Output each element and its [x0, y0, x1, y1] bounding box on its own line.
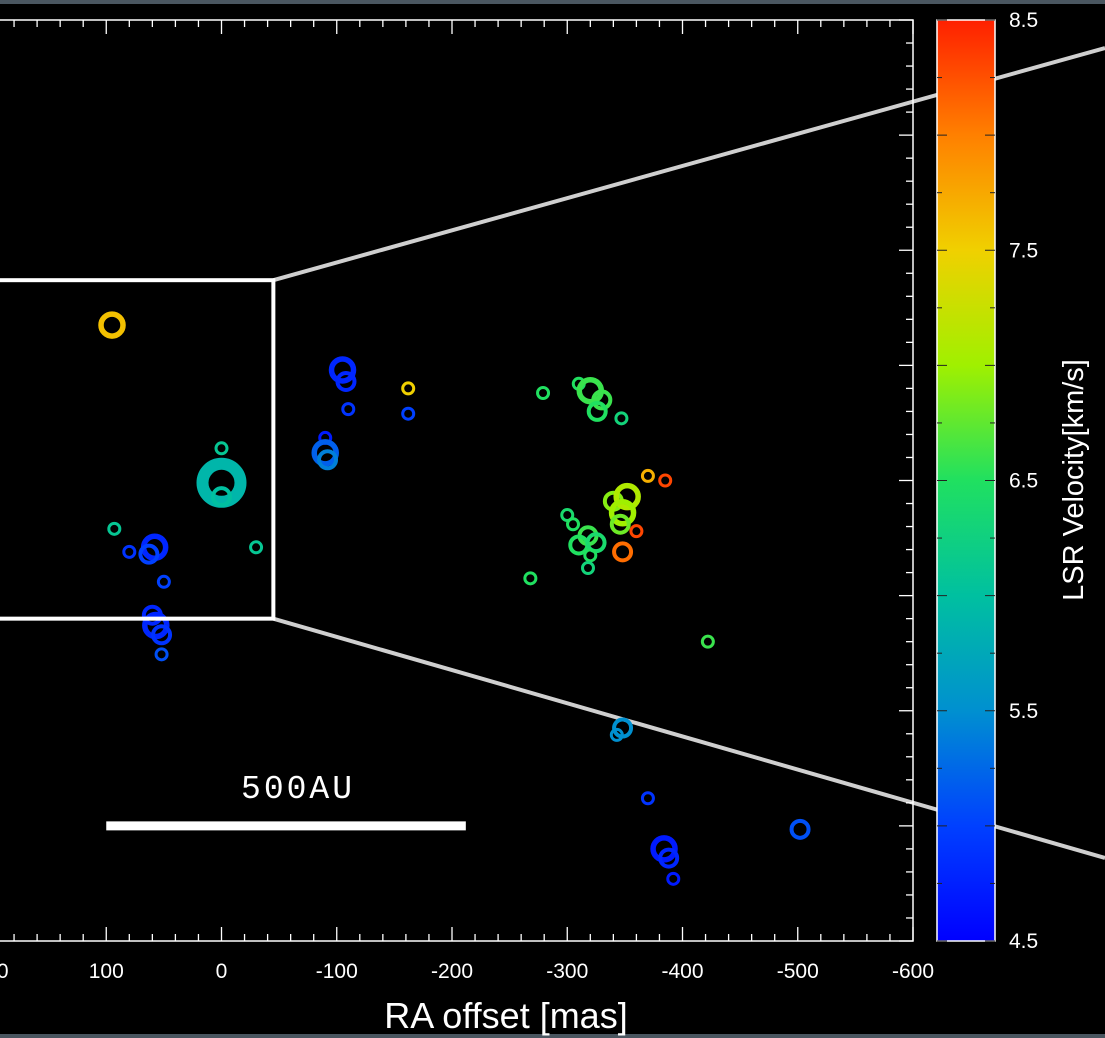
- maser-spots: [98, 311, 811, 886]
- colorbar-tick-label: 4.5: [1009, 930, 1038, 953]
- maser-spot: [156, 574, 171, 589]
- zoom-box: [0, 278, 276, 621]
- x-tick-label: -500: [777, 960, 819, 983]
- maser-spot: [214, 441, 229, 456]
- maser-spot: [341, 402, 356, 417]
- maser-spot: [566, 517, 581, 532]
- maser-spot: [585, 532, 607, 554]
- maser-spot: [640, 468, 655, 483]
- maser-spot: [335, 370, 357, 392]
- scale-bar: 500AU: [106, 771, 466, 831]
- x-tick-label: 200: [0, 960, 9, 983]
- x-axis-title: RA offset [mas]: [384, 995, 627, 1036]
- colorbar-ticks: 4.5 5.5 6.5 7.5 8.5: [937, 9, 1038, 953]
- maser-spot: [583, 548, 598, 563]
- maser-spot: [666, 871, 681, 886]
- maser-spot: [249, 540, 264, 555]
- colorbar-tick-label: 6.5: [1009, 470, 1038, 493]
- maser-spot: [154, 647, 169, 662]
- maser-spot: [612, 541, 634, 563]
- maser-spot: [609, 727, 624, 742]
- maser-spot: [401, 406, 416, 421]
- maser-spot: [608, 498, 637, 527]
- x-tick-label: -100: [316, 960, 358, 983]
- maser-spot: [401, 381, 416, 396]
- zoom-box-rect: [0, 278, 276, 621]
- plot-border: [0, 19, 914, 942]
- x-tick-label: 100: [89, 960, 124, 983]
- x-tick-label: -600: [892, 960, 934, 983]
- colorbar-tick-label: 8.5: [1009, 9, 1038, 32]
- colorbar-title: LSR Velocity[km/s]: [1058, 359, 1090, 601]
- x-tick-label: 0: [216, 960, 228, 983]
- maser-spot: [658, 473, 673, 488]
- x-axis-ticks: 200 100 0 -100 -200 -300 -400 -500 -600: [0, 19, 934, 983]
- maser-spot: [107, 521, 122, 536]
- maser-spot: [658, 847, 680, 869]
- maser-spot: [311, 439, 339, 467]
- maser-spot: [613, 482, 641, 511]
- maser-spot: [317, 449, 339, 471]
- colorbar-tick-label: 7.5: [1009, 239, 1038, 262]
- maser-spot: [142, 611, 170, 640]
- maser-spot: [580, 560, 595, 575]
- maser-spot: [609, 513, 631, 535]
- x-tick-label: -300: [546, 960, 588, 983]
- maser-spot: [523, 571, 538, 586]
- scale-bar-label: 500AU: [241, 771, 355, 808]
- colorbar-tick-label: 5.5: [1009, 700, 1038, 723]
- maser-spot: [151, 624, 173, 646]
- maser-spot: [640, 791, 655, 806]
- x-tick-label: -400: [661, 960, 703, 983]
- maser-spot: [138, 543, 160, 565]
- maser-spot: [98, 311, 126, 339]
- x-tick-label: -200: [431, 960, 473, 983]
- maser-spot: [789, 818, 811, 840]
- maser-spot: [196, 457, 247, 508]
- maser-spot: [614, 411, 629, 426]
- maser-spot: [536, 386, 551, 401]
- maser-spot: [700, 634, 715, 649]
- maser-spot: [328, 356, 357, 384]
- maser-spot: [122, 544, 137, 559]
- maser-spot: [650, 835, 678, 863]
- colorbar: 4.5 5.5 6.5 7.5 8.5 LSR Velocity[km/s]: [936, 9, 1090, 953]
- maser-spot: [211, 486, 232, 508]
- plot-area: [0, 19, 914, 942]
- maser-spot: [629, 524, 644, 539]
- maser-spot: [586, 400, 608, 422]
- maser-spot: [591, 389, 613, 411]
